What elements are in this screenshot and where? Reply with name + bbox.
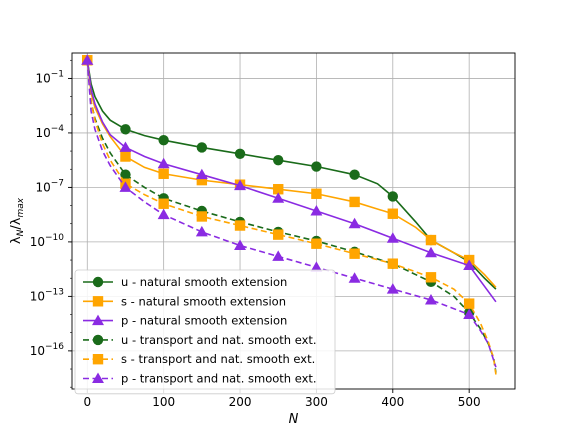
data-point xyxy=(387,191,398,202)
legend-marker xyxy=(92,372,104,383)
data-point xyxy=(425,234,437,246)
data-point xyxy=(234,179,247,191)
data-point xyxy=(120,169,131,180)
legend-entry: s - natural smooth extension xyxy=(83,294,286,308)
legend-entry: u - transport and nat. smooth ext. xyxy=(83,333,317,347)
data-point xyxy=(119,141,132,152)
data-point xyxy=(386,283,399,294)
legend-marker xyxy=(92,354,104,365)
y-tick-label: 10−16 xyxy=(30,342,65,358)
data-point xyxy=(234,239,247,251)
data-point xyxy=(387,258,398,269)
x-axis-label: N xyxy=(289,412,299,427)
legend-marker xyxy=(92,276,104,288)
legend-label: s - natural smooth extension xyxy=(121,294,286,308)
series-2 xyxy=(81,54,497,303)
data-point xyxy=(273,184,284,195)
series-line xyxy=(86,60,497,375)
y-tick-label: 10−10 xyxy=(30,233,65,249)
legend-label: u - natural smooth extension xyxy=(121,275,287,289)
data-point xyxy=(119,181,132,192)
data-point xyxy=(120,124,131,135)
legend-entry: s - transport and nat. smooth ext. xyxy=(83,352,315,366)
series-5 xyxy=(81,54,497,368)
data-point xyxy=(196,142,208,153)
data-point xyxy=(273,154,284,166)
data-point xyxy=(158,134,169,146)
data-point xyxy=(158,168,169,179)
data-point xyxy=(272,250,285,261)
data-point xyxy=(196,174,208,186)
y-tick-label: 10−4 xyxy=(35,124,64,140)
x-tick-label: 0 xyxy=(83,395,91,409)
legend-entry: u - natural smooth extension xyxy=(83,275,287,289)
data-point xyxy=(349,169,360,180)
data-point xyxy=(310,261,323,272)
data-point xyxy=(272,192,285,203)
data-point xyxy=(386,232,399,243)
data-point xyxy=(311,188,322,199)
legend-marker xyxy=(92,296,104,307)
y-axis-label: λN/λmax xyxy=(9,197,26,244)
legend-entry: p - transport and nat. smooth ext. xyxy=(83,372,317,386)
y-tick-label: 10−7 xyxy=(35,178,64,194)
data-point xyxy=(196,211,208,222)
data-point xyxy=(349,248,360,259)
data-point xyxy=(157,157,170,169)
legend-marker xyxy=(92,314,104,326)
data-point xyxy=(234,220,246,231)
y-tick-label: 10−13 xyxy=(30,287,64,303)
data-point xyxy=(310,205,323,216)
data-point xyxy=(348,217,361,229)
data-point xyxy=(425,246,437,258)
series-group xyxy=(81,54,497,375)
data-point xyxy=(349,196,360,208)
data-point xyxy=(234,148,246,159)
x-tick-label: 500 xyxy=(458,395,481,409)
data-point xyxy=(387,208,398,219)
data-point xyxy=(463,259,476,270)
x-tick-label: 200 xyxy=(229,395,252,409)
x-tick-label: 300 xyxy=(305,395,328,409)
legend-label: p - natural smooth extension xyxy=(121,314,287,328)
legend-label: u - transport and nat. smooth ext. xyxy=(121,333,317,347)
series-line xyxy=(86,60,497,303)
data-point xyxy=(348,272,361,283)
x-tick-label: 100 xyxy=(152,395,175,409)
data-point xyxy=(120,151,131,162)
legend: u - natural smooth extension s - natural … xyxy=(74,269,336,395)
series-line xyxy=(86,60,497,288)
legend-label: s - transport and nat. smooth ext. xyxy=(121,352,315,366)
data-point xyxy=(195,225,208,237)
x-tick-label: 400 xyxy=(381,395,404,409)
data-point xyxy=(463,298,475,309)
data-point xyxy=(425,294,437,305)
legend-box xyxy=(74,269,336,395)
legend-entry: p - natural smooth extension xyxy=(83,314,287,328)
data-point xyxy=(311,161,322,172)
data-point xyxy=(463,308,476,320)
data-point xyxy=(273,229,284,240)
data-point xyxy=(311,238,322,249)
data-point xyxy=(157,208,170,220)
y-tick-label: 10−1 xyxy=(35,69,64,85)
data-point xyxy=(195,168,208,180)
data-point xyxy=(81,54,94,65)
legend-marker xyxy=(92,334,104,346)
data-point xyxy=(425,272,437,283)
data-point xyxy=(158,198,169,209)
legend-label: p - transport and nat. smooth ext. xyxy=(121,372,317,386)
